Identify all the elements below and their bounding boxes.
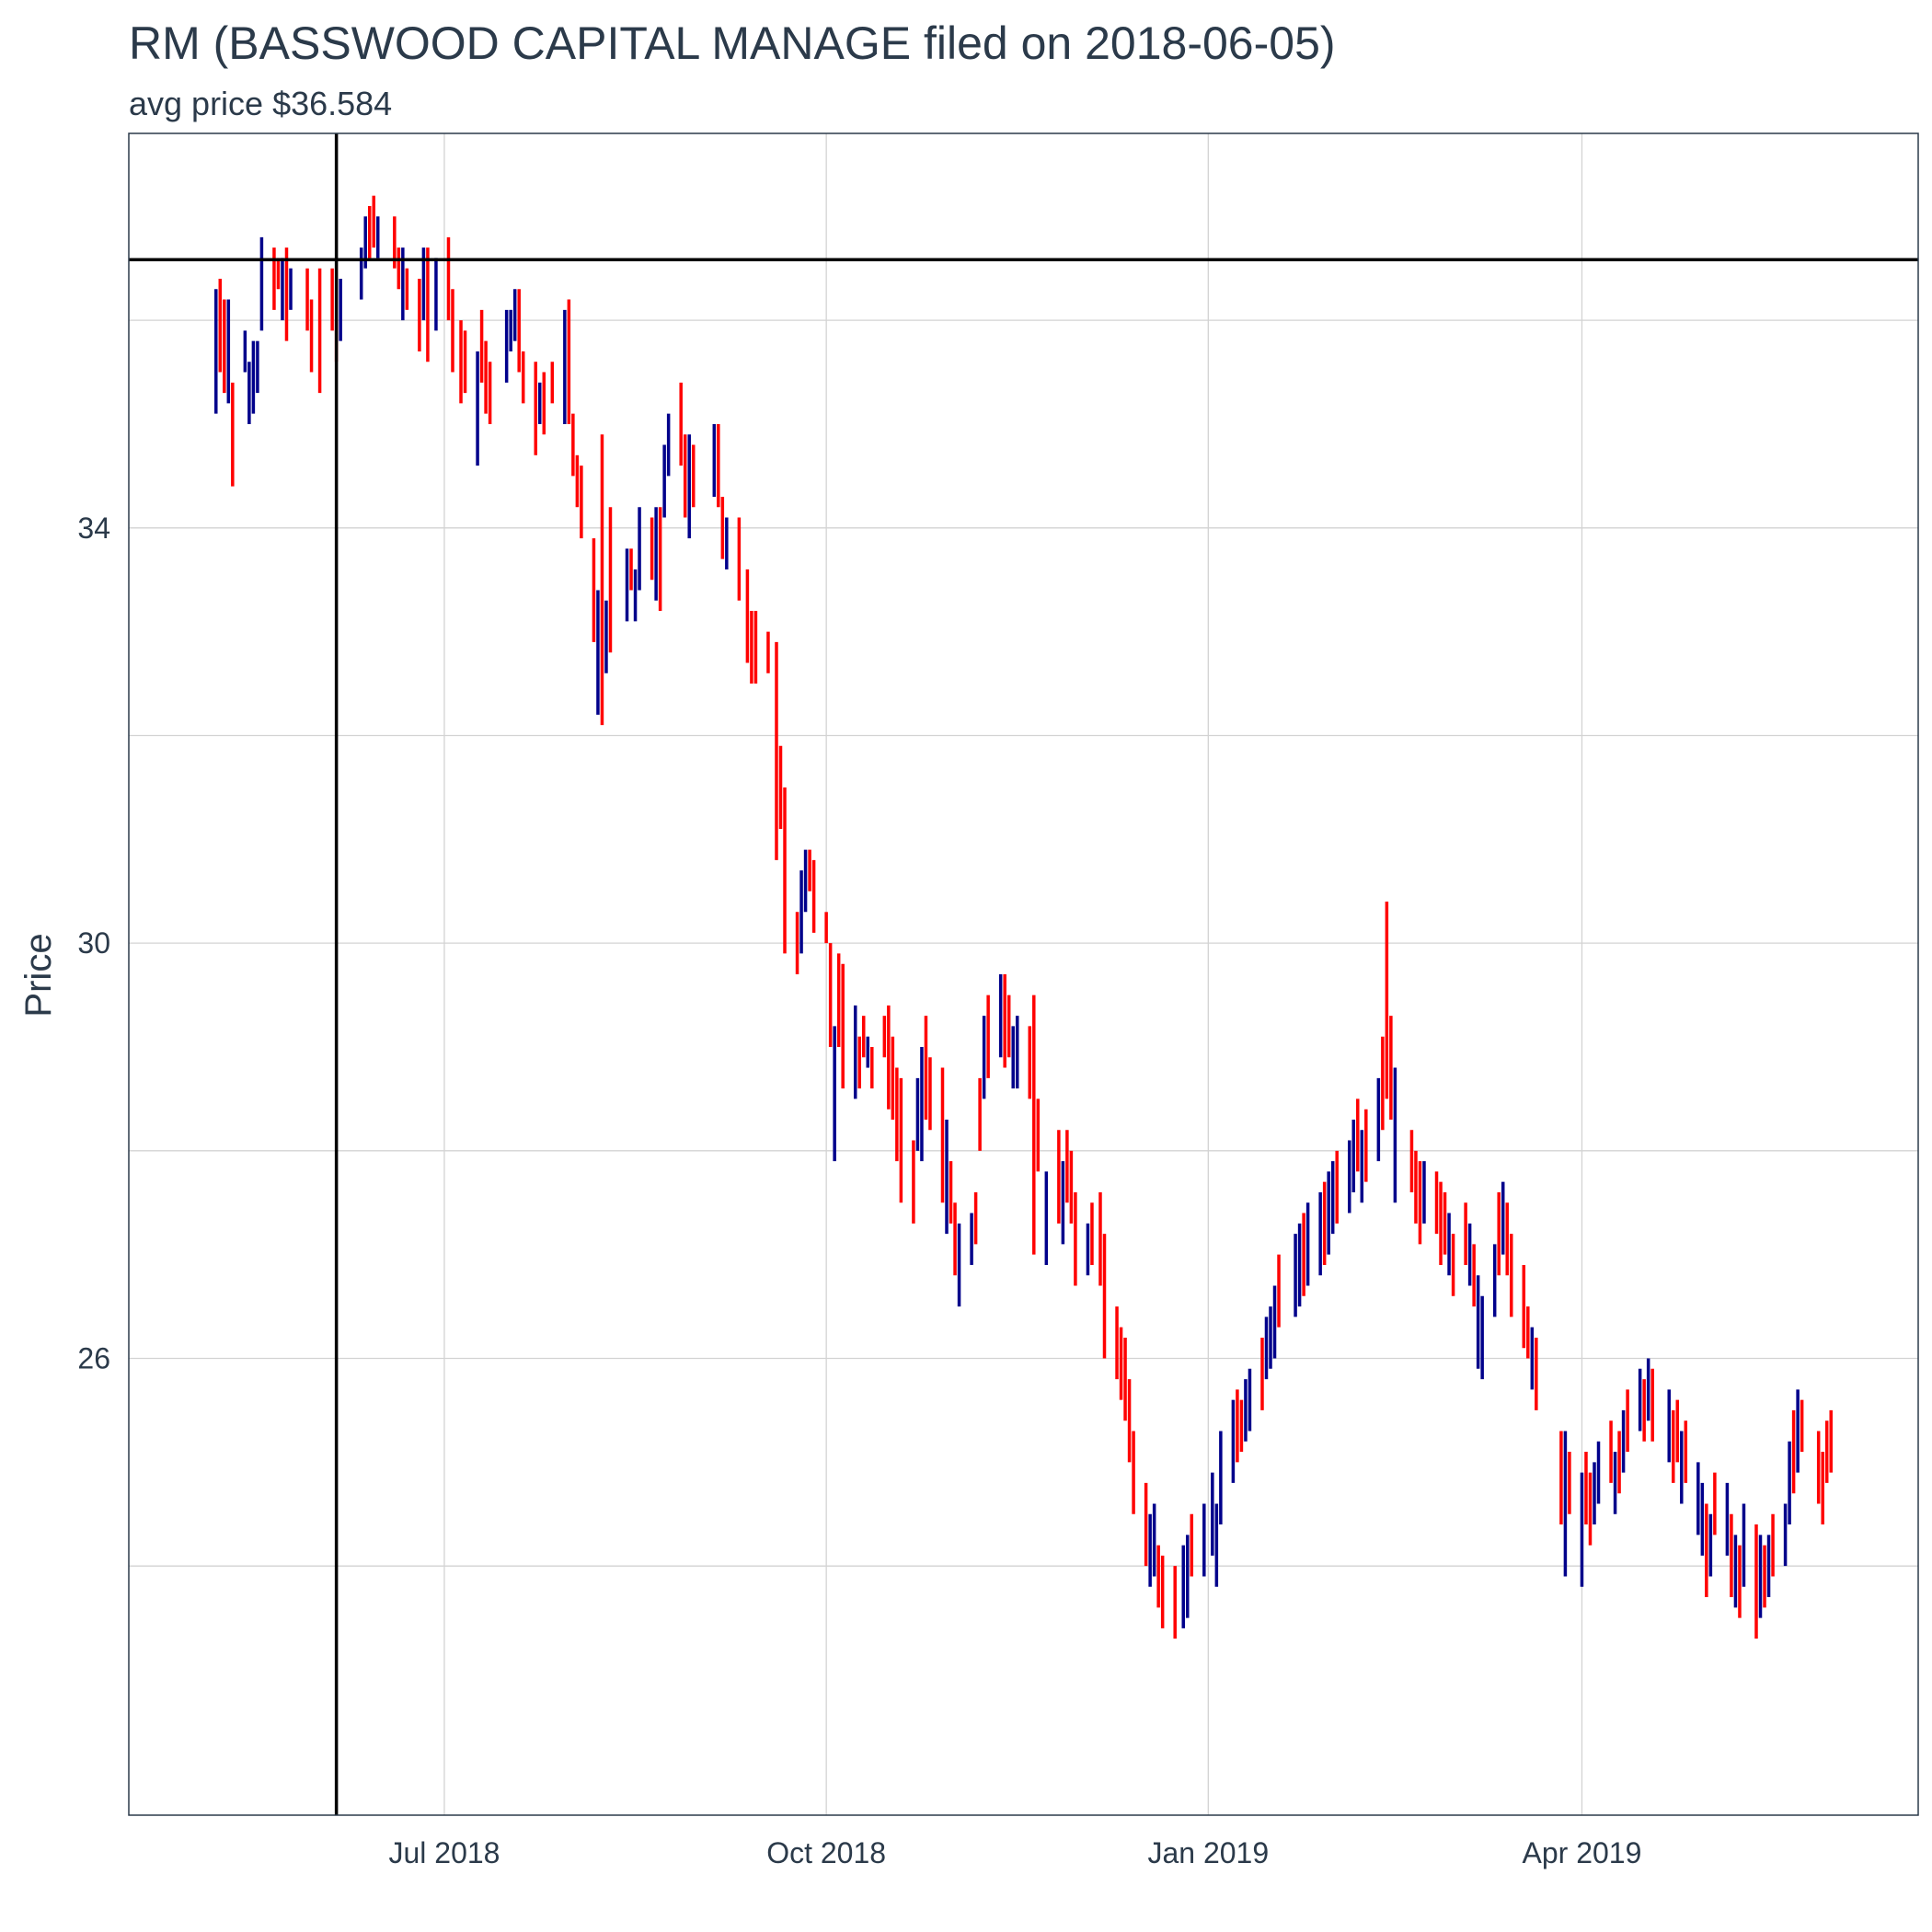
x-tick-label: Apr 2019 (1523, 1836, 1642, 1869)
plot-panel-border (128, 132, 1919, 1816)
x-axis: Jul 2018 Oct 2018 Jan 2019 Apr 2019 (388, 1836, 1641, 1869)
y-tick-label: 30 (77, 926, 110, 960)
gridlines (129, 133, 1918, 1815)
chart-subtitle: avg price $36.584 (129, 85, 393, 122)
reference-lines (129, 133, 1918, 1815)
price-bars (214, 195, 1833, 1639)
y-axis: 26 30 34 (77, 512, 110, 1375)
y-tick-label: 34 (77, 512, 110, 545)
x-tick-label: Jul 2018 (388, 1836, 500, 1869)
y-tick-label: 26 (77, 1342, 110, 1375)
y-axis-title: Price (18, 933, 59, 1017)
chart-title: RM (BASSWOOD CAPITAL MANAGE filed on 201… (129, 17, 1336, 69)
x-tick-label: Oct 2018 (766, 1836, 886, 1869)
x-tick-label: Jan 2019 (1147, 1836, 1269, 1869)
